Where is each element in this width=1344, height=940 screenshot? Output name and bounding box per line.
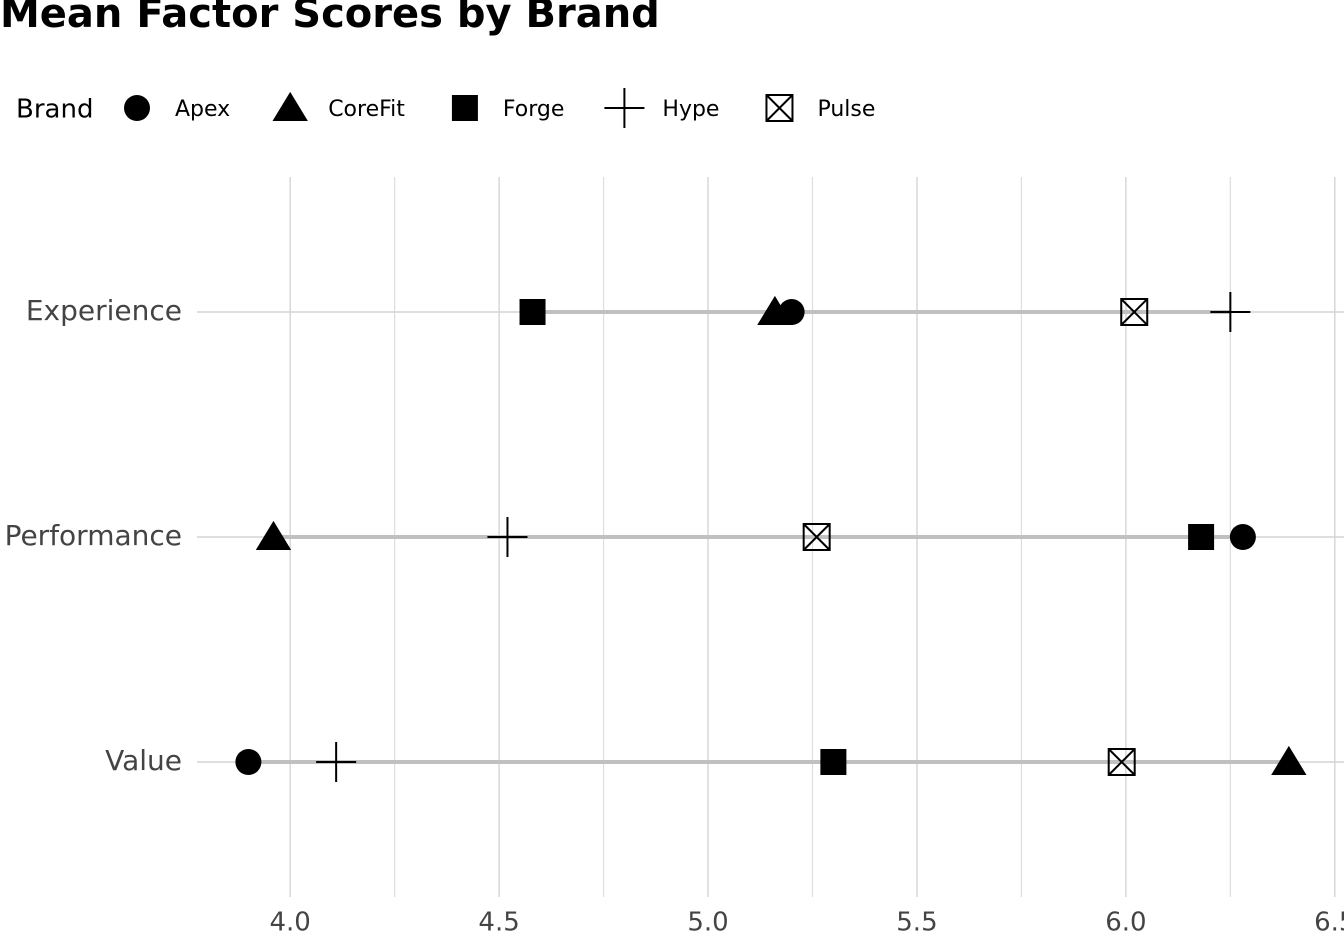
point	[820, 749, 847, 775]
y-tick-label: Value	[105, 744, 182, 777]
legend-item: Hype	[604, 87, 719, 129]
legend-item: CoreFit	[272, 91, 405, 122]
legend-label: CoreFit	[328, 97, 405, 122]
point	[1271, 745, 1307, 775]
point	[124, 95, 150, 121]
x-tick-label: 5.0	[687, 908, 728, 938]
point	[757, 295, 793, 325]
legend-label: Forge	[503, 97, 565, 122]
x-tick-label: 5.5	[896, 908, 937, 938]
point	[255, 520, 292, 550]
point	[272, 91, 308, 121]
point	[316, 741, 357, 783]
point	[1107, 748, 1136, 776]
point	[802, 523, 831, 551]
y-tick-label: Experience	[26, 294, 182, 327]
point	[1188, 524, 1215, 550]
chart-title: Mean Factor Scores by Brand	[0, 0, 660, 37]
point	[765, 94, 794, 122]
legend-label: Hype	[662, 97, 719, 122]
y-tick-label: Performance	[5, 519, 182, 552]
legend-item: Forge	[451, 95, 565, 122]
legend-label: Pulse	[817, 97, 875, 122]
legend-item: Pulse	[765, 94, 875, 122]
point	[1229, 524, 1256, 550]
point	[519, 299, 546, 325]
x-tick-label: 4.5	[478, 908, 519, 938]
x-tick-label: 6.5	[1314, 908, 1344, 938]
legend-item: Apex	[124, 95, 230, 122]
point	[604, 87, 645, 129]
x-tick-label: 6.0	[1105, 908, 1146, 938]
point	[1210, 291, 1251, 333]
point	[235, 749, 262, 775]
point	[1120, 298, 1149, 326]
legend-title: Brand	[16, 95, 93, 125]
point	[451, 95, 478, 121]
x-tick-label: 4.0	[270, 908, 311, 938]
point	[487, 516, 528, 558]
legend-label: Apex	[175, 97, 230, 122]
